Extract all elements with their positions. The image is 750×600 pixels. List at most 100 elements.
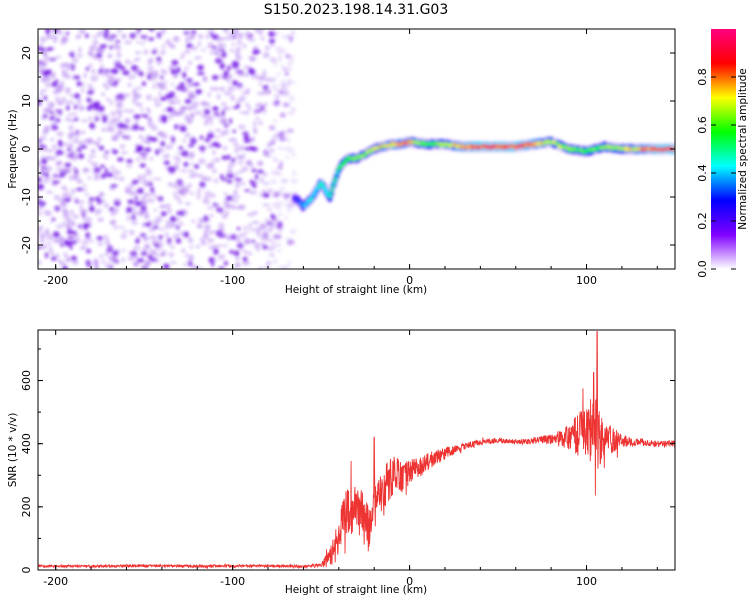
noise-blob: [199, 181, 206, 187]
noise-blob: [161, 29, 166, 34]
noise-blob: [56, 29, 64, 35]
noise-blobs: [38, 29, 298, 269]
noise-blob: [261, 189, 267, 195]
noise-blob: [179, 126, 187, 132]
noise-blob: [184, 98, 192, 104]
noise-blob: [135, 102, 143, 108]
noise-blob: [90, 75, 99, 82]
noise-blob: [287, 61, 294, 66]
noise-blob: [234, 195, 241, 199]
noise-blob: [86, 105, 92, 111]
noise-blob: [232, 29, 240, 33]
noise-blob: [223, 70, 229, 77]
noise-blob: [86, 249, 92, 254]
noise-blob: [191, 219, 196, 223]
noise-blob: [59, 261, 66, 266]
noise-blob: [272, 258, 277, 265]
noise-blob: [108, 78, 117, 85]
noise-blob: [60, 96, 66, 103]
x-tick-label: -100: [220, 575, 245, 588]
noise-blob: [273, 218, 279, 223]
noise-blob: [147, 109, 152, 114]
noise-blob: [104, 167, 108, 174]
noise-blob: [183, 66, 189, 71]
noise-blob: [58, 175, 65, 178]
noise-blob: [274, 206, 283, 210]
noise-blob: [182, 78, 191, 82]
noise-blob: [98, 68, 103, 74]
colorbar-tick-label: 0.0: [696, 260, 709, 278]
noise-blob: [242, 131, 249, 135]
noise-blob: [41, 158, 48, 165]
noise-blob: [212, 106, 219, 111]
noise-blob: [187, 119, 192, 125]
x-tick-label: -200: [43, 575, 68, 588]
noise-blob: [248, 38, 256, 42]
noise-blob: [145, 168, 152, 173]
noise-blob: [262, 69, 267, 77]
noise-blob: [95, 141, 100, 148]
ridge-core: [335, 171, 339, 175]
noise-blob: [99, 64, 105, 70]
spectrogram-x-axis-label: Height of straight line (km): [285, 284, 427, 296]
noise-blob: [222, 106, 229, 110]
noise-blob: [228, 162, 236, 168]
noise-blob: [212, 169, 217, 174]
noise-blob: [277, 266, 285, 269]
noise-blob: [201, 218, 208, 223]
noise-blob: [53, 39, 57, 44]
noise-blob: [63, 167, 72, 174]
noise-blob: [266, 188, 273, 193]
noise-blob: [38, 246, 42, 250]
noise-blob: [38, 206, 43, 211]
noise-blob: [172, 233, 180, 239]
noise-blob: [143, 37, 147, 43]
noise-blob: [117, 29, 122, 34]
noise-blob: [273, 133, 279, 139]
noise-blob: [66, 105, 70, 111]
noise-blob: [262, 51, 270, 59]
noise-blob: [88, 53, 95, 57]
noise-blob: [226, 205, 233, 208]
noise-blob: [67, 113, 71, 117]
spectrogram-y-ticks: -20 -10 0 10 20: [20, 28, 675, 270]
noise-blob: [168, 66, 173, 71]
noise-blob: [141, 174, 147, 181]
noise-blob: [197, 41, 202, 47]
noise-blob: [144, 214, 148, 220]
noise-blob: [70, 255, 77, 261]
noise-blob: [212, 86, 220, 91]
noise-blob: [197, 188, 201, 195]
noise-blob: [46, 234, 54, 241]
noise-blob: [140, 196, 147, 200]
noise-blob: [219, 119, 227, 124]
noise-blob: [244, 231, 249, 234]
noise-blob: [150, 191, 157, 196]
noise-blob: [138, 134, 143, 139]
noise-blob: [174, 124, 178, 130]
noise-blob: [54, 55, 62, 59]
noise-blob: [267, 226, 273, 233]
noise-blob: [143, 223, 148, 227]
noise-blob: [121, 257, 126, 263]
noise-blob: [117, 128, 122, 134]
noise-blob: [227, 33, 235, 37]
noise-blob: [268, 38, 276, 44]
noise-blob: [196, 244, 200, 249]
noise-blob: [289, 228, 297, 235]
noise-blob: [92, 149, 96, 154]
noise-blob: [176, 159, 181, 163]
noise-blob: [277, 58, 282, 62]
noise-blob: [100, 127, 108, 132]
noise-blob: [199, 237, 205, 242]
noise-blob: [139, 163, 146, 168]
noise-blob: [171, 59, 179, 66]
noise-blob: [256, 230, 261, 237]
noise-blob: [74, 93, 80, 99]
noise-blob: [148, 227, 156, 232]
snr-frame: [37, 329, 676, 571]
noise-blob: [120, 233, 127, 240]
noise-blob: [106, 125, 111, 131]
noise-blob: [187, 169, 195, 173]
noise-blob: [73, 197, 79, 202]
